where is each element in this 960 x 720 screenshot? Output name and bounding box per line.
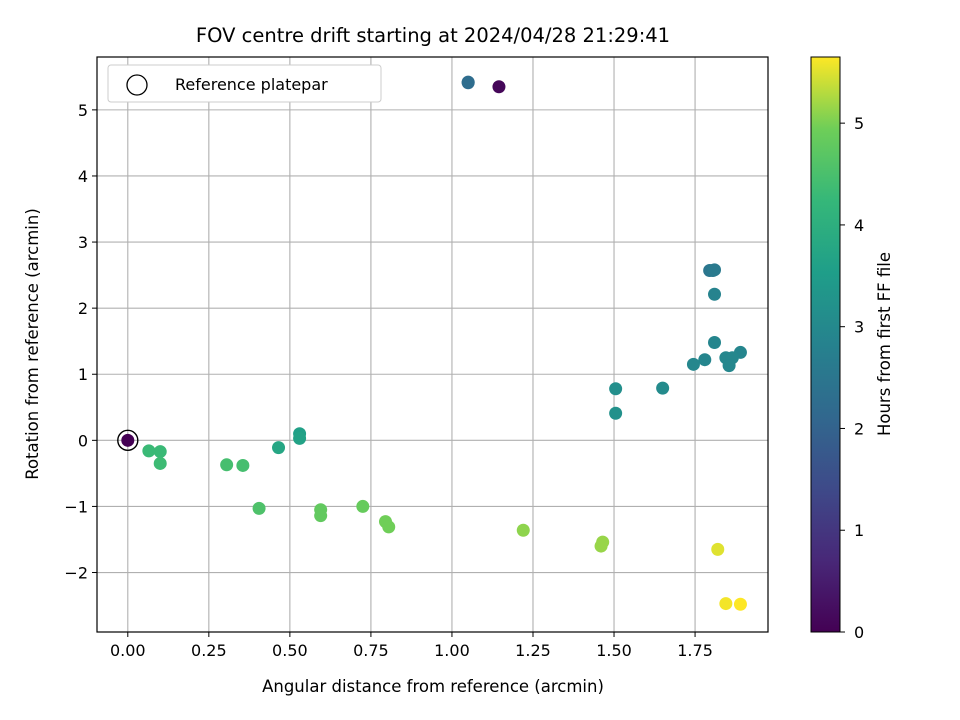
y-axis-ticks: −2 −1 0 1 2 3 4 5 xyxy=(64,101,97,583)
scatter-point xyxy=(121,433,135,447)
y-tick-label: −2 xyxy=(64,564,88,583)
x-axis-label: Angular distance from reference (arcmin) xyxy=(262,677,604,696)
legend-entry: Reference platepar xyxy=(175,75,328,94)
colorbar-tick-label: 0 xyxy=(854,623,864,642)
y-tick-label: 1 xyxy=(78,365,88,384)
colorbar-ticks: 0 1 2 3 4 5 xyxy=(840,114,864,642)
y-axis-label: Rotation from reference (arcmin) xyxy=(23,208,42,480)
colorbar-tick-label: 2 xyxy=(854,419,864,438)
scatter-point xyxy=(272,441,286,455)
colorbar: 0 1 2 3 4 5 Hours from first FF file xyxy=(810,56,894,642)
data-points xyxy=(121,75,747,611)
x-tick-label: 0.75 xyxy=(353,641,389,660)
plot-frame xyxy=(96,56,769,633)
y-tick-label: 2 xyxy=(78,299,88,318)
y-tick-label: 4 xyxy=(78,167,88,186)
reference-marker xyxy=(117,429,139,452)
scatter-point xyxy=(142,444,156,458)
scatter-point xyxy=(609,382,623,396)
y-tick-label: 3 xyxy=(78,233,88,252)
scatter-point xyxy=(153,456,167,470)
scatter-point xyxy=(461,75,475,89)
scatter-point xyxy=(656,381,670,395)
scatter-point xyxy=(708,263,722,277)
scatter-point xyxy=(314,509,328,523)
colorbar-tick-label: 1 xyxy=(854,521,864,540)
x-tick-label: 1.25 xyxy=(515,641,551,660)
x-tick-label: 0.00 xyxy=(110,641,146,660)
scatter-point xyxy=(382,520,396,534)
colorbar-gradient xyxy=(810,56,841,633)
grid-lines xyxy=(97,57,768,632)
x-axis-ticks: 0.00 0.25 0.50 0.75 1.00 1.25 1.50 1.75 xyxy=(110,632,713,660)
scatter-point xyxy=(356,499,370,513)
scatter-point xyxy=(711,542,725,556)
scatter-point xyxy=(722,359,736,373)
legend-box xyxy=(107,64,382,103)
scatter-point xyxy=(252,501,266,515)
scatter-point xyxy=(609,406,623,420)
scatter-point xyxy=(293,431,307,445)
x-tick-label: 0.50 xyxy=(272,641,308,660)
scatter-point xyxy=(516,523,530,537)
y-tick-label: −1 xyxy=(64,497,88,516)
legend: Reference platepar xyxy=(107,64,382,103)
y-tick-label: 0 xyxy=(78,431,88,450)
scatter-point xyxy=(153,445,167,459)
x-tick-label: 1.00 xyxy=(434,641,470,660)
scatter-point xyxy=(686,357,700,371)
reference-platepar-marker xyxy=(117,429,139,452)
colorbar-tick-label: 5 xyxy=(854,114,864,133)
scatter-point xyxy=(708,287,722,301)
chart-title: FOV centre drift starting at 2024/04/28 … xyxy=(196,24,670,47)
x-tick-label: 1.50 xyxy=(596,641,632,660)
scatter-point xyxy=(708,336,722,350)
legend-marker-icon xyxy=(126,74,148,96)
colorbar-tick-label: 3 xyxy=(854,318,864,337)
scatter-point xyxy=(492,80,506,94)
scatter-point xyxy=(698,353,712,367)
scatter-point xyxy=(594,539,608,553)
x-tick-label: 0.25 xyxy=(191,641,227,660)
x-tick-label: 1.75 xyxy=(677,641,713,660)
scatter-point xyxy=(733,597,747,611)
scatter-point xyxy=(220,458,234,472)
scatter-point xyxy=(719,597,733,611)
colorbar-tick-label: 4 xyxy=(854,216,864,235)
y-tick-label: 5 xyxy=(78,101,88,120)
colorbar-label: Hours from first FF file xyxy=(875,252,894,436)
scatter-point xyxy=(236,458,250,472)
